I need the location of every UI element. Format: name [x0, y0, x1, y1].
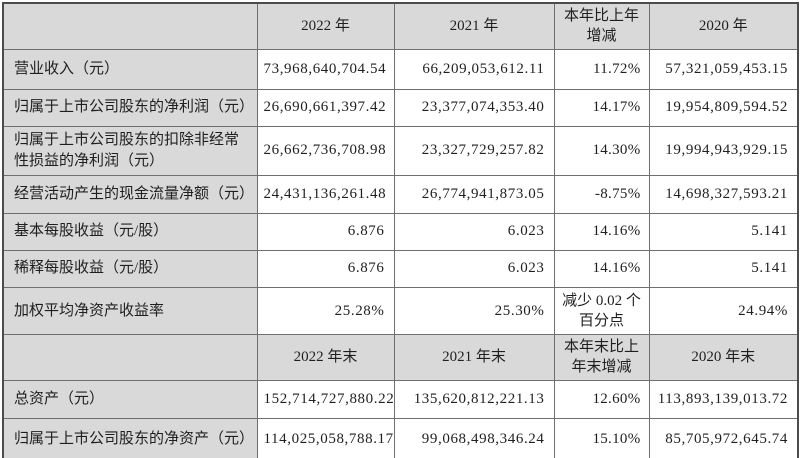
change-cell: 减少 0.02 个百分点	[553, 286, 650, 335]
value-2020-cell: 85,705,972,645.74	[648, 417, 799, 458]
col-header-2022: 2022 年	[256, 2, 395, 50]
value-2020-cell: 14,698,327,593.21	[648, 174, 799, 214]
col-header-2021-end: 2021 年末	[393, 334, 555, 381]
row-label-cell: 归属于上市公司股东的净资产（元）	[2, 417, 258, 458]
value-2022-cell: 25.28%	[256, 286, 395, 335]
value-2022-cell: 26,690,661,397.42	[256, 88, 395, 127]
value-2020-cell: 19,954,809,594.52	[648, 88, 799, 127]
table-row-revenue: 营业收入（元） 73,968,640,704.54 66,209,053,612…	[2, 48, 799, 90]
table-row-total-assets: 总资产（元） 152,714,727,880.22 135,620,812,22…	[2, 379, 799, 419]
value-2021-cell: 99,068,498,346.24	[393, 417, 555, 458]
value-2020-cell: 113,893,139,013.72	[648, 379, 799, 419]
value-2022-cell: 24,431,136,261.48	[256, 174, 395, 214]
blank-header-cell	[2, 334, 258, 381]
table-row-basic-eps: 基本每股收益（元/股） 6.876 6.023 14.16% 5.141	[2, 212, 799, 251]
header-row-year-end: 2022 年末 2021 年末 本年末比上年末增减 2020 年末	[2, 334, 799, 381]
blank-header-cell	[2, 2, 258, 50]
row-label-cell: 稀释每股收益（元/股）	[2, 249, 258, 288]
header-row-annual: 2022 年 2021 年 本年比上年增减 2020 年	[2, 2, 799, 50]
change-cell: 14.30%	[553, 125, 650, 176]
row-label-cell: 总资产（元）	[2, 379, 258, 419]
col-header-2021: 2021 年	[393, 2, 555, 50]
value-2020-cell: 24.94%	[648, 286, 799, 335]
value-2020-cell: 5.141	[648, 249, 799, 288]
row-label-cell: 归属于上市公司股东的扣除非经常性损益的净利润（元）	[2, 125, 258, 176]
change-cell: -8.75%	[553, 174, 650, 214]
col-header-2020-end: 2020 年末	[648, 334, 799, 381]
value-2021-cell: 6.023	[393, 249, 555, 288]
value-2021-cell: 66,209,053,612.11	[393, 48, 555, 90]
row-label-cell: 加权平均净资产收益率	[2, 286, 258, 335]
change-cell: 15.10%	[553, 417, 650, 458]
row-label-cell: 经营活动产生的现金流量净额（元）	[2, 174, 258, 214]
change-cell: 14.16%	[553, 249, 650, 288]
value-2020-cell: 19,994,943,929.15	[648, 125, 799, 176]
value-2020-cell: 57,321,059,453.15	[648, 48, 799, 90]
value-2020-cell: 5.141	[648, 212, 799, 251]
value-2022-cell: 114,025,058,788.17	[256, 417, 395, 458]
change-cell: 14.17%	[553, 88, 650, 127]
table-row-weighted-avg-roe: 加权平均净资产收益率 25.28% 25.30% 减少 0.02 个百分点 24…	[2, 286, 799, 335]
col-header-change: 本年比上年增减	[553, 2, 650, 50]
table-row-net-profit-deducted: 归属于上市公司股东的扣除非经常性损益的净利润（元） 26,662,736,708…	[2, 125, 799, 176]
table-row-operating-cash-flow: 经营活动产生的现金流量净额（元） 24,431,136,261.48 26,77…	[2, 174, 799, 214]
row-label-cell: 基本每股收益（元/股）	[2, 212, 258, 251]
value-2021-cell: 23,377,074,353.40	[393, 88, 555, 127]
row-label-cell: 营业收入（元）	[2, 48, 258, 90]
table-row-diluted-eps: 稀释每股收益（元/股） 6.876 6.023 14.16% 5.141	[2, 249, 799, 288]
change-cell: 14.16%	[553, 212, 650, 251]
value-2022-cell: 73,968,640,704.54	[256, 48, 395, 90]
value-2021-cell: 6.023	[393, 212, 555, 251]
col-header-change-end: 本年末比上年末增减	[553, 334, 650, 381]
row-label-cell: 归属于上市公司股东的净利润（元）	[2, 88, 258, 127]
value-2021-cell: 135,620,812,221.13	[393, 379, 555, 419]
value-2022-cell: 26,662,736,708.98	[256, 125, 395, 176]
value-2022-cell: 6.876	[256, 212, 395, 251]
value-2021-cell: 23,327,729,257.82	[393, 125, 555, 176]
col-header-2022-end: 2022 年末	[256, 334, 395, 381]
value-2022-cell: 152,714,727,880.22	[256, 379, 395, 419]
value-2022-cell: 6.876	[256, 249, 395, 288]
change-cell: 12.60%	[553, 379, 650, 419]
value-2021-cell: 26,774,941,873.05	[393, 174, 555, 214]
col-header-2020: 2020 年	[648, 2, 799, 50]
table-row-net-assets: 归属于上市公司股东的净资产（元） 114,025,058,788.17 99,0…	[2, 417, 799, 458]
table-row-net-profit: 归属于上市公司股东的净利润（元） 26,690,661,397.42 23,37…	[2, 88, 799, 127]
change-cell: 11.72%	[553, 48, 650, 90]
value-2021-cell: 25.30%	[393, 286, 555, 335]
